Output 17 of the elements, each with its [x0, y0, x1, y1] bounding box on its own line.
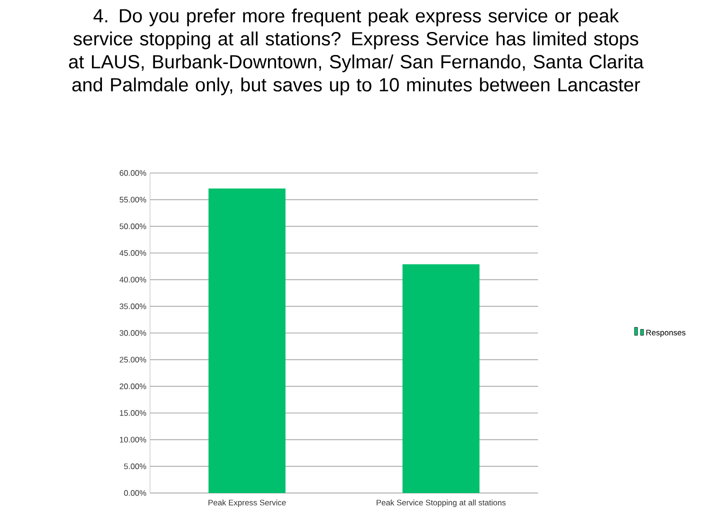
y-tick-label: 30.00% [120, 330, 146, 336]
y-tick-label: 20.00% [120, 384, 146, 390]
y-tick-label: 5.00% [124, 464, 146, 470]
y-tick-label: 60.00% [120, 170, 146, 176]
y-tick-label: 55.00% [120, 196, 146, 202]
legend-label: Responses [646, 330, 686, 338]
x-tick-label: Peak Service Stopping at all stations [376, 500, 506, 507]
x-tick-label: Peak Express Service [208, 500, 286, 507]
y-tick-label: 40.00% [120, 276, 146, 282]
y-tick-label: 45.00% [120, 250, 146, 256]
y-tick-label: 0.00% [124, 490, 146, 496]
y-tick-label: 10.00% [120, 436, 146, 442]
chart-title: 4. Do you prefer more frequent peak express service or peak service stopping at all stations? Express Service has limited stops at LAUS, Burbank-Downtown, Sylmar/ San Fernando, Santa Clarita and Palmdale only, but saves up to 10 minutes between Lancaster [69, 8, 644, 96]
y-tick-label: 35.00% [120, 304, 146, 310]
y-tick-label: 50.00% [120, 224, 146, 230]
y-tick-label: 25.00% [120, 356, 146, 362]
y-tick-label: 15.00% [120, 410, 146, 416]
